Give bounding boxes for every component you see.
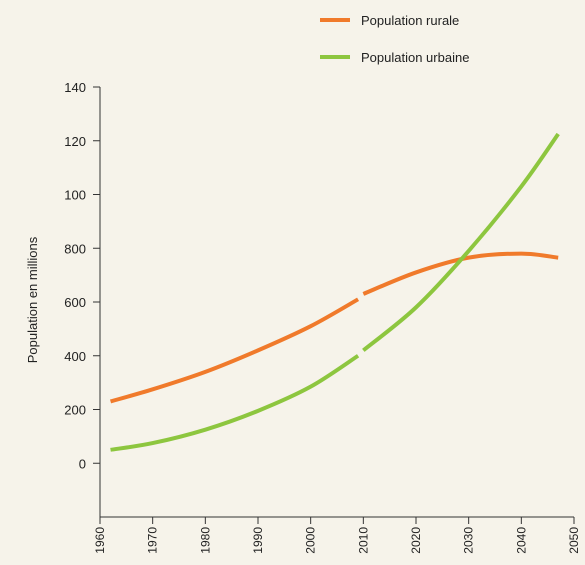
rural-series-line-1 <box>109 297 360 404</box>
y-tick-label: 200 <box>64 403 86 418</box>
x-tick-label: 2000 <box>304 527 318 554</box>
x-tick-label: 1980 <box>198 527 212 554</box>
y-tick-label: 800 <box>64 241 86 256</box>
y-tick-label: 400 <box>64 349 86 364</box>
x-tick-label: 1990 <box>251 527 265 554</box>
chart-legend: Population rurale Population urbaine <box>320 13 469 65</box>
chart-axes: 0 200 400 600 800 100 120 140 1960 1970 1980 1990 20… <box>64 80 581 554</box>
x-tick-label: 1960 <box>93 527 107 554</box>
y-axis-label: Population en millions <box>25 236 40 363</box>
x-tick-label: 2010 <box>356 527 370 554</box>
urban-series-line-2 <box>362 132 560 352</box>
y-tick-label: 0 <box>79 456 86 471</box>
x-tick-label: 2020 <box>409 527 423 554</box>
y-tick-label: 100 <box>64 188 86 203</box>
chart-series <box>109 132 560 452</box>
y-tick-label: 140 <box>64 80 86 95</box>
legend-label: Population rurale <box>361 13 459 28</box>
x-tick-label: 2030 <box>462 527 476 554</box>
legend-label: Population urbaine <box>361 50 469 65</box>
x-tick-label: 2040 <box>514 527 528 554</box>
y-tick-label: 600 <box>64 295 86 310</box>
x-tick-label: 1970 <box>146 527 160 554</box>
rural-series-line-2 <box>362 251 559 296</box>
y-tick-label: 120 <box>64 134 86 149</box>
x-tick-label: 2050 <box>567 527 581 554</box>
urban-series-line-1 <box>110 354 360 452</box>
